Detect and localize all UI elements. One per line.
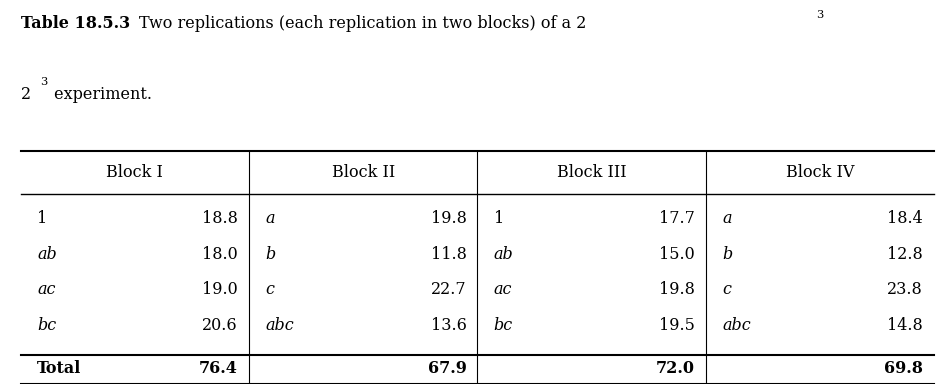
Text: ab: ab	[37, 246, 57, 263]
Text: 18.8: 18.8	[202, 210, 238, 227]
Text: 1: 1	[37, 210, 48, 227]
Text: 1: 1	[494, 210, 505, 227]
Text: Block III: Block III	[557, 164, 626, 180]
Text: 14.8: 14.8	[887, 317, 923, 334]
Text: 19.0: 19.0	[202, 281, 238, 298]
Text: Block II: Block II	[331, 164, 395, 180]
Text: 19.8: 19.8	[431, 210, 466, 227]
Text: Block IV: Block IV	[785, 164, 855, 180]
Text: ab: ab	[494, 246, 514, 263]
Text: 12.8: 12.8	[887, 246, 923, 263]
Text: b: b	[723, 246, 733, 263]
Text: b: b	[266, 246, 276, 263]
Text: experiment.: experiment.	[49, 86, 152, 103]
Text: Block I: Block I	[107, 164, 163, 180]
Text: 76.4: 76.4	[199, 360, 238, 377]
Text: 3: 3	[816, 10, 824, 20]
Text: a: a	[723, 210, 732, 227]
Text: 17.7: 17.7	[659, 210, 695, 227]
Text: Two replications (each replication in two blocks) of a 2: Two replications (each replication in tw…	[139, 15, 586, 32]
Text: Table 18.5.3: Table 18.5.3	[21, 15, 130, 32]
Text: bc: bc	[494, 317, 513, 334]
Text: bc: bc	[37, 317, 56, 334]
Text: ac: ac	[37, 281, 55, 298]
Text: 13.6: 13.6	[431, 317, 466, 334]
Text: 19.5: 19.5	[659, 317, 695, 334]
Text: 15.0: 15.0	[659, 246, 695, 263]
Text: abc: abc	[723, 317, 751, 334]
Text: 3: 3	[40, 77, 48, 87]
Text: 18.4: 18.4	[887, 210, 923, 227]
Text: a: a	[266, 210, 275, 227]
Text: Total: Total	[37, 360, 81, 377]
Text: 72.0: 72.0	[656, 360, 695, 377]
Text: 69.8: 69.8	[885, 360, 923, 377]
Text: abc: abc	[266, 317, 294, 334]
Text: c: c	[723, 281, 731, 298]
Text: c: c	[266, 281, 274, 298]
Text: ac: ac	[494, 281, 512, 298]
Text: 19.8: 19.8	[659, 281, 695, 298]
Text: 11.8: 11.8	[431, 246, 466, 263]
Text: 18.0: 18.0	[202, 246, 238, 263]
Text: 23.8: 23.8	[887, 281, 923, 298]
Text: 20.6: 20.6	[202, 317, 238, 334]
Text: 2: 2	[21, 86, 31, 103]
Text: 67.9: 67.9	[428, 360, 466, 377]
Text: 22.7: 22.7	[431, 281, 466, 298]
